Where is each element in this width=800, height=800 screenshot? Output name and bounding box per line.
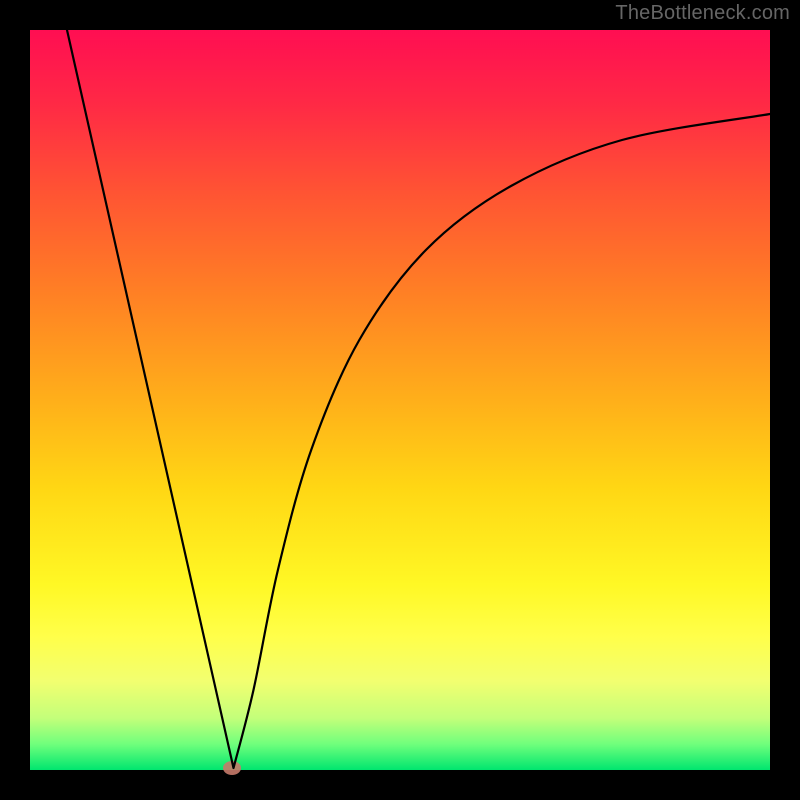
bottleneck-chart-svg (0, 0, 800, 800)
watermark-text: TheBottleneck.com (615, 2, 790, 25)
chart-container: TheBottleneck.com (0, 0, 800, 800)
gradient-plot-area (30, 30, 770, 770)
